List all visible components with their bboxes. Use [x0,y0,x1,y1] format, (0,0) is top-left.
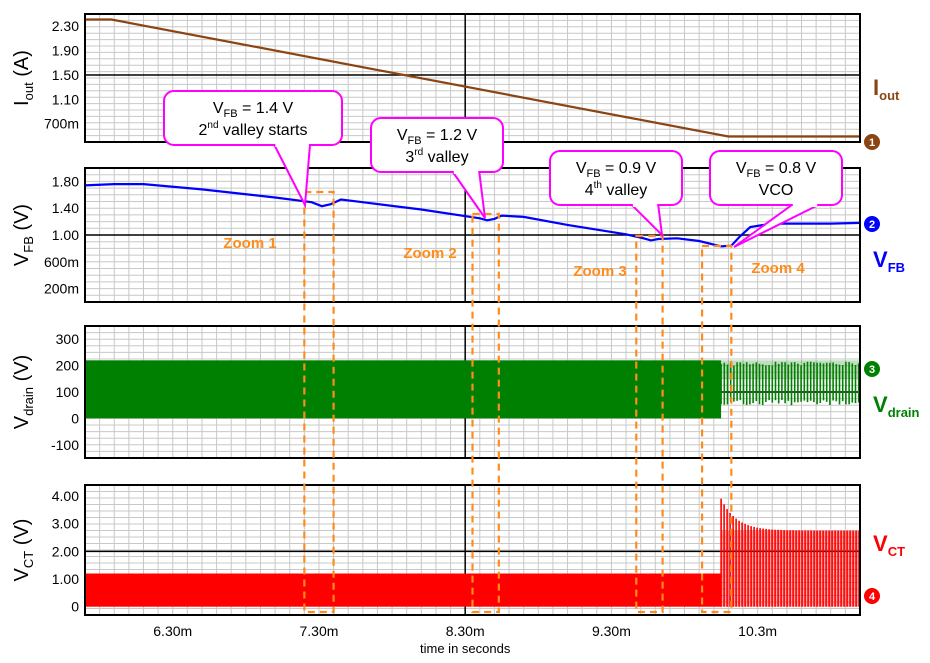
y-axis-label-sub: FB [21,236,36,253]
zoom-label: Zoom 1 [223,235,276,252]
y-tick-label: 1.40 [52,200,79,216]
callout-line2-post: valley [423,149,468,166]
channel-marker-number: 3 [869,364,875,376]
zoom-label: Zoom 3 [573,263,626,280]
callout-line2-sup: rd [414,147,423,158]
callout-line1-sub: FB [224,108,238,120]
callout-line1-main: V [576,160,587,177]
callout-line1-sub: FB [408,135,422,147]
legend-main: V [873,392,888,417]
y-tick-label: 4.00 [52,488,79,504]
series-band-vct [85,574,721,607]
callout-line2-post: valley [602,182,647,199]
series-legend-label: VCT [873,531,905,559]
y-axis-label-unit: (V) [11,519,33,551]
y-axis-label-sub: drain [21,387,36,416]
channel-marker-number: 1 [869,137,875,149]
x-tick-label: 6.30m [153,623,192,639]
callout-line1-sub: FB [747,168,761,180]
y-axis-label-main: V [11,567,33,581]
series-legend-label: Vdrain [873,392,920,420]
series-legend-label: Iout [873,75,900,103]
y-tick-label: 300 [56,331,80,347]
callout-line1-rest: = 0.8 V [761,160,817,177]
callout-joint [275,142,309,147]
callout-joint [793,202,817,207]
y-tick-label: 600m [44,254,79,270]
zoom-label: Zoom 2 [403,245,456,262]
callout-joint [633,202,657,207]
y-tick-label: 0 [71,599,79,615]
y-axis-label-sub: out [21,82,36,100]
x-tick-label: 10.3m [738,623,777,639]
legend-sub: FB [888,260,905,275]
callout-line1-sub: FB [587,168,601,180]
channel-marker-number: 4 [869,591,876,603]
legend-sub: drain [888,405,920,420]
y-axis-label-sub: CT [21,551,36,568]
y-axis-label: VFB (V) [11,204,36,266]
callout-line1-rest: = 1.2 V [422,127,478,144]
y-tick-label: 2.30 [52,18,79,34]
callout-line2-sup: th [594,180,602,191]
y-tick-label: 1.90 [52,43,79,59]
callout-line2-sup: nd [207,120,218,131]
channel-marker-number: 2 [869,219,875,231]
series-legend-label: VFB [873,247,905,275]
y-axis-label: Iout (A) [11,50,36,106]
callout-line2: VCO [759,182,794,199]
y-axis-label-unit: (A) [11,50,33,82]
y-axis-label-unit: (V) [11,204,33,236]
y-tick-label: 3.00 [52,516,79,532]
y-tick-label: 1.50 [52,67,79,83]
y-tick-label: 2.00 [52,543,79,559]
x-axis-label: time in seconds [420,641,511,656]
callout-line1-main: V [213,100,224,117]
callout-line2-post: VCO [759,182,794,199]
series-burst-fill-vdrain [721,360,860,378]
y-tick-label: 700m [44,116,79,132]
callout-line1-rest: = 0.9 V [601,160,657,177]
y-axis-label: Vdrain (V) [11,355,36,429]
series-band-vdrain [85,360,721,418]
zoom-label: Zoom 4 [751,260,805,277]
callout-line2-pre: 2 [199,122,208,139]
y-tick-label: 1.10 [52,91,79,107]
series-burst-fill-vct [721,531,860,607]
y-tick-label: 1.00 [52,571,79,587]
x-tick-label: 9.30m [592,623,631,639]
y-axis-label-main: V [11,252,33,266]
legend-sub: CT [888,544,905,559]
x-tick-label: 7.30m [300,623,339,639]
callout-line2-pre: 4 [585,182,594,199]
x-tick-label: 8.30m [446,623,485,639]
y-tick-label: 200 [56,358,80,374]
legend-main: V [873,247,888,272]
callout-joint [454,169,478,174]
callout-line2-pre: 3 [405,149,414,166]
legend-main: V [873,531,888,556]
callout-line2-post: valley starts [219,122,308,139]
callout-line1-rest: = 1.4 V [238,100,294,117]
y-axis-label: VCT (V) [11,519,36,582]
legend-sub: out [879,88,900,103]
y-tick-label: 100 [56,384,80,400]
y-axis-label-unit: (V) [11,355,33,387]
callout-line1-main: V [397,127,408,144]
y-tick-label: 0 [71,410,79,426]
y-tick-label: 200m [44,281,79,297]
callout-line1-main: V [736,160,747,177]
y-axis-label-main: V [11,415,33,429]
y-tick-label: 1.00 [52,227,79,243]
y-tick-label: 1.80 [52,173,79,189]
y-tick-label: -100 [51,437,79,453]
